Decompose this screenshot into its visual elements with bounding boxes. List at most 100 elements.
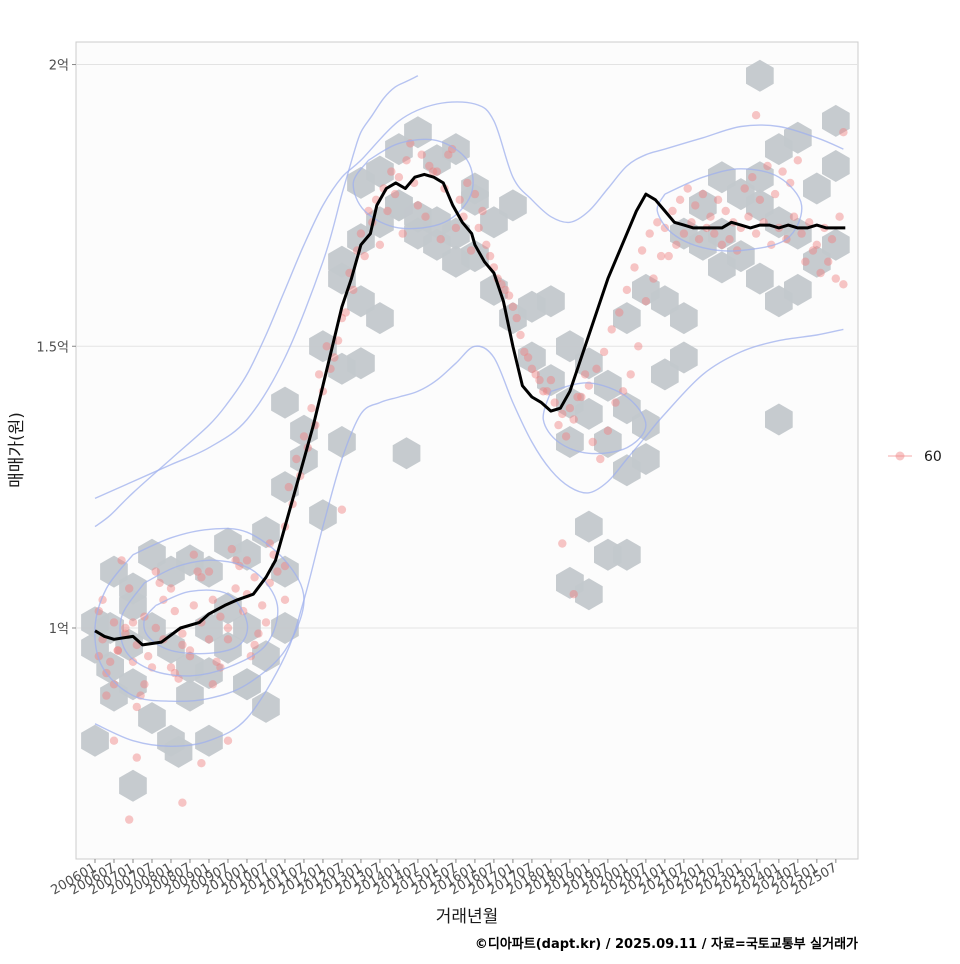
data-point <box>178 629 187 638</box>
data-point <box>109 680 119 689</box>
hex-bin <box>119 572 147 605</box>
hex-bin <box>164 735 193 768</box>
data-point <box>535 375 544 385</box>
data-point <box>132 753 141 762</box>
data-point <box>223 736 233 745</box>
data-point <box>668 206 677 216</box>
data-point <box>653 218 662 227</box>
data-point <box>121 623 130 633</box>
data-point <box>444 150 453 159</box>
data-point <box>797 229 806 238</box>
hex-bin <box>138 612 166 644</box>
data-point <box>710 229 719 238</box>
hex-bin <box>81 631 109 664</box>
data-point <box>258 601 267 610</box>
data-point <box>751 111 761 120</box>
hex-bin <box>119 769 147 802</box>
data-point <box>531 370 540 379</box>
data-point <box>125 584 134 593</box>
data-point <box>641 297 651 306</box>
data-point <box>455 195 464 204</box>
data-point <box>178 640 187 650</box>
data-point <box>197 759 206 768</box>
data-point <box>394 173 404 182</box>
data-point <box>428 167 438 176</box>
data-point <box>660 223 670 233</box>
data-point <box>223 623 233 633</box>
data-point <box>478 206 487 216</box>
data-point <box>375 240 385 249</box>
data-point <box>387 167 396 176</box>
data-point <box>592 364 601 373</box>
data-point <box>284 482 293 492</box>
data-point <box>128 618 138 627</box>
hex-bin <box>518 341 546 374</box>
data-point <box>725 235 734 244</box>
y-tick-label: 1억 <box>49 622 69 637</box>
hex-bin <box>822 228 850 261</box>
data-point <box>121 629 130 638</box>
data-point <box>402 156 411 165</box>
data-point <box>770 189 780 199</box>
hex-bin <box>271 386 299 419</box>
data-point <box>683 184 692 193</box>
data-point <box>421 212 430 221</box>
data-point <box>501 285 510 295</box>
data-point <box>360 251 369 261</box>
data-point <box>744 212 753 221</box>
data-point <box>664 251 673 261</box>
hex-bin <box>347 347 375 380</box>
hex-bin <box>822 104 850 137</box>
data-point <box>231 584 240 593</box>
data-point <box>717 240 727 249</box>
point-layer <box>94 111 848 824</box>
hex-bin <box>670 341 698 374</box>
density-contour <box>542 382 647 455</box>
data-point <box>835 212 844 221</box>
hex-bin <box>461 172 489 205</box>
data-point <box>113 646 123 655</box>
data-point <box>109 736 119 745</box>
hex-bin <box>670 302 698 335</box>
data-point <box>178 798 187 807</box>
data-point <box>159 595 168 604</box>
data-point <box>485 251 495 261</box>
data-point <box>520 347 529 357</box>
data-point <box>292 454 301 464</box>
density-contour <box>119 559 279 677</box>
hex-bin <box>271 471 299 504</box>
hex-bin <box>632 443 660 475</box>
data-point <box>151 567 160 576</box>
hex-bin <box>461 240 489 273</box>
data-point <box>504 291 514 300</box>
data-point <box>417 150 426 159</box>
data-point <box>254 629 263 638</box>
caption: ©디아파트(dapt.kr) / 2025.09.11 / 자료=국토교통부 실… <box>475 936 858 952</box>
data-point <box>102 691 111 700</box>
data-point <box>523 353 533 362</box>
data-point <box>265 539 274 548</box>
hex-bin <box>575 397 603 430</box>
data-point <box>349 285 358 295</box>
data-point <box>698 189 708 199</box>
data-point <box>314 370 324 379</box>
data-point <box>447 144 457 154</box>
data-point <box>603 426 613 435</box>
hex-bin <box>556 426 584 458</box>
hex-bin <box>803 172 831 205</box>
data-point <box>565 404 575 413</box>
data-point <box>801 257 810 266</box>
hex-bin <box>689 189 717 222</box>
data-point <box>512 313 521 323</box>
data-point <box>170 606 179 616</box>
trend-line <box>94 172 846 647</box>
data-point <box>383 206 392 216</box>
data-point <box>645 229 654 238</box>
data-point <box>216 612 225 621</box>
x-axis-ticks: 2006012006072007012007072008012008072009… <box>49 859 840 898</box>
density-contour <box>94 101 844 528</box>
hex-bin <box>708 217 736 250</box>
data-point <box>109 618 119 627</box>
data-point <box>212 657 221 666</box>
